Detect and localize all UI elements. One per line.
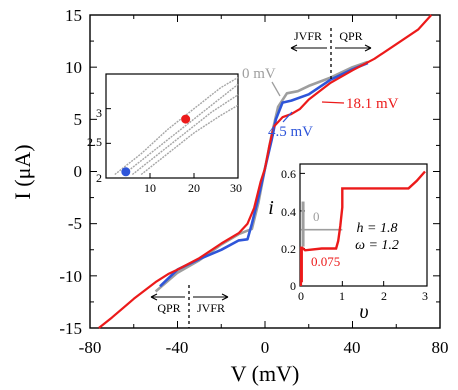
inset-2-x-tick-label: 0	[298, 289, 304, 303]
series-line-2	[98, 14, 433, 329]
y-tick-label: 15	[65, 6, 82, 25]
inset-1-trace	[140, 104, 239, 176]
inset-1-marker	[121, 167, 131, 177]
inset-2-series-group	[299, 170, 426, 286]
inset-2-series-1	[301, 170, 426, 252]
arrow-right-icon	[193, 293, 229, 301]
inset-1-y-tick-label: 2	[96, 171, 102, 185]
x-tick-label: 40	[344, 338, 361, 357]
inset-2-gray-value: 0	[313, 209, 320, 224]
inset-1-x-tick-label: 30	[230, 181, 242, 195]
inset-2-param-omega: ω = 1.2	[355, 238, 399, 253]
inset-2-y-tick-label: 0.4	[281, 205, 296, 219]
inset-2-x-tick-label: 3	[422, 289, 428, 303]
inset-1-trace	[114, 76, 239, 176]
x-axis-label: V (mV)	[231, 361, 300, 386]
label-pointer-4-5mv	[282, 111, 293, 123]
inset-2-param-h: h = 1.8	[357, 221, 398, 236]
inset-2-x-axis-label: υ	[359, 301, 368, 323]
inset-2-y-axis-label: i	[268, 197, 274, 219]
x-tick-label: 80	[432, 338, 449, 357]
y-tick-label: -5	[68, 214, 82, 233]
y-tick-label: -10	[59, 267, 82, 286]
inset-1-trace	[131, 94, 239, 176]
main-series-group	[98, 14, 433, 329]
region-label-qpr-top: QPR	[339, 29, 362, 43]
series-label-18-1mv: 18.1 mV	[346, 96, 399, 112]
y-tick-label: 0	[74, 162, 83, 181]
main-ticks	[89, 14, 441, 329]
series-label-4-5mv: 4.5 mV	[268, 124, 313, 140]
y-tick-label: 10	[65, 58, 82, 77]
inset-2-x-tick-label: 2	[381, 289, 387, 303]
region-label-jvfr-top: JVFR	[294, 29, 322, 43]
region-label-jvfr-bottom: JVFR	[197, 301, 225, 315]
x-tick-label: -40	[166, 338, 189, 357]
inset-2-frame	[299, 163, 428, 287]
y-tick-label: -15	[59, 319, 82, 338]
inset-1-y-tick-label: 3	[96, 106, 102, 120]
arrow-left-icon	[290, 44, 327, 52]
inset-2-y-tick-label: 0.6	[281, 167, 296, 181]
y-axis-label: I (μA)	[10, 144, 35, 199]
inset-2-y-tick-label: 0	[290, 279, 296, 293]
inset-1-trace	[123, 83, 239, 176]
arrow-right-icon	[335, 44, 372, 52]
x-tick-label: -80	[79, 338, 102, 357]
inset-2-red-value: 0.075	[311, 254, 340, 269]
label-pointer-18-1mv	[321, 101, 345, 104]
inset-2-y-tick-label: 0.2	[281, 242, 296, 256]
inset-1-x-tick-label: 20	[188, 181, 200, 195]
inset-1-y-tick-label: 2.5	[87, 135, 102, 149]
region-label-qpr-bottom: QPR	[157, 301, 180, 315]
series-label-0mv: 0 mV	[242, 66, 276, 82]
inset-2-x-tick-label: 1	[339, 289, 345, 303]
arrow-left-icon	[150, 293, 185, 301]
inset-1-x-tick-label: 10	[144, 181, 156, 195]
inset-1-marker	[181, 114, 191, 124]
inset-1-series-group	[114, 76, 239, 177]
x-tick-label: 0	[261, 338, 270, 357]
label-pointer-0mv	[271, 81, 281, 97]
inset-1-ticks	[106, 108, 195, 178]
y-tick-label: 5	[74, 110, 83, 129]
